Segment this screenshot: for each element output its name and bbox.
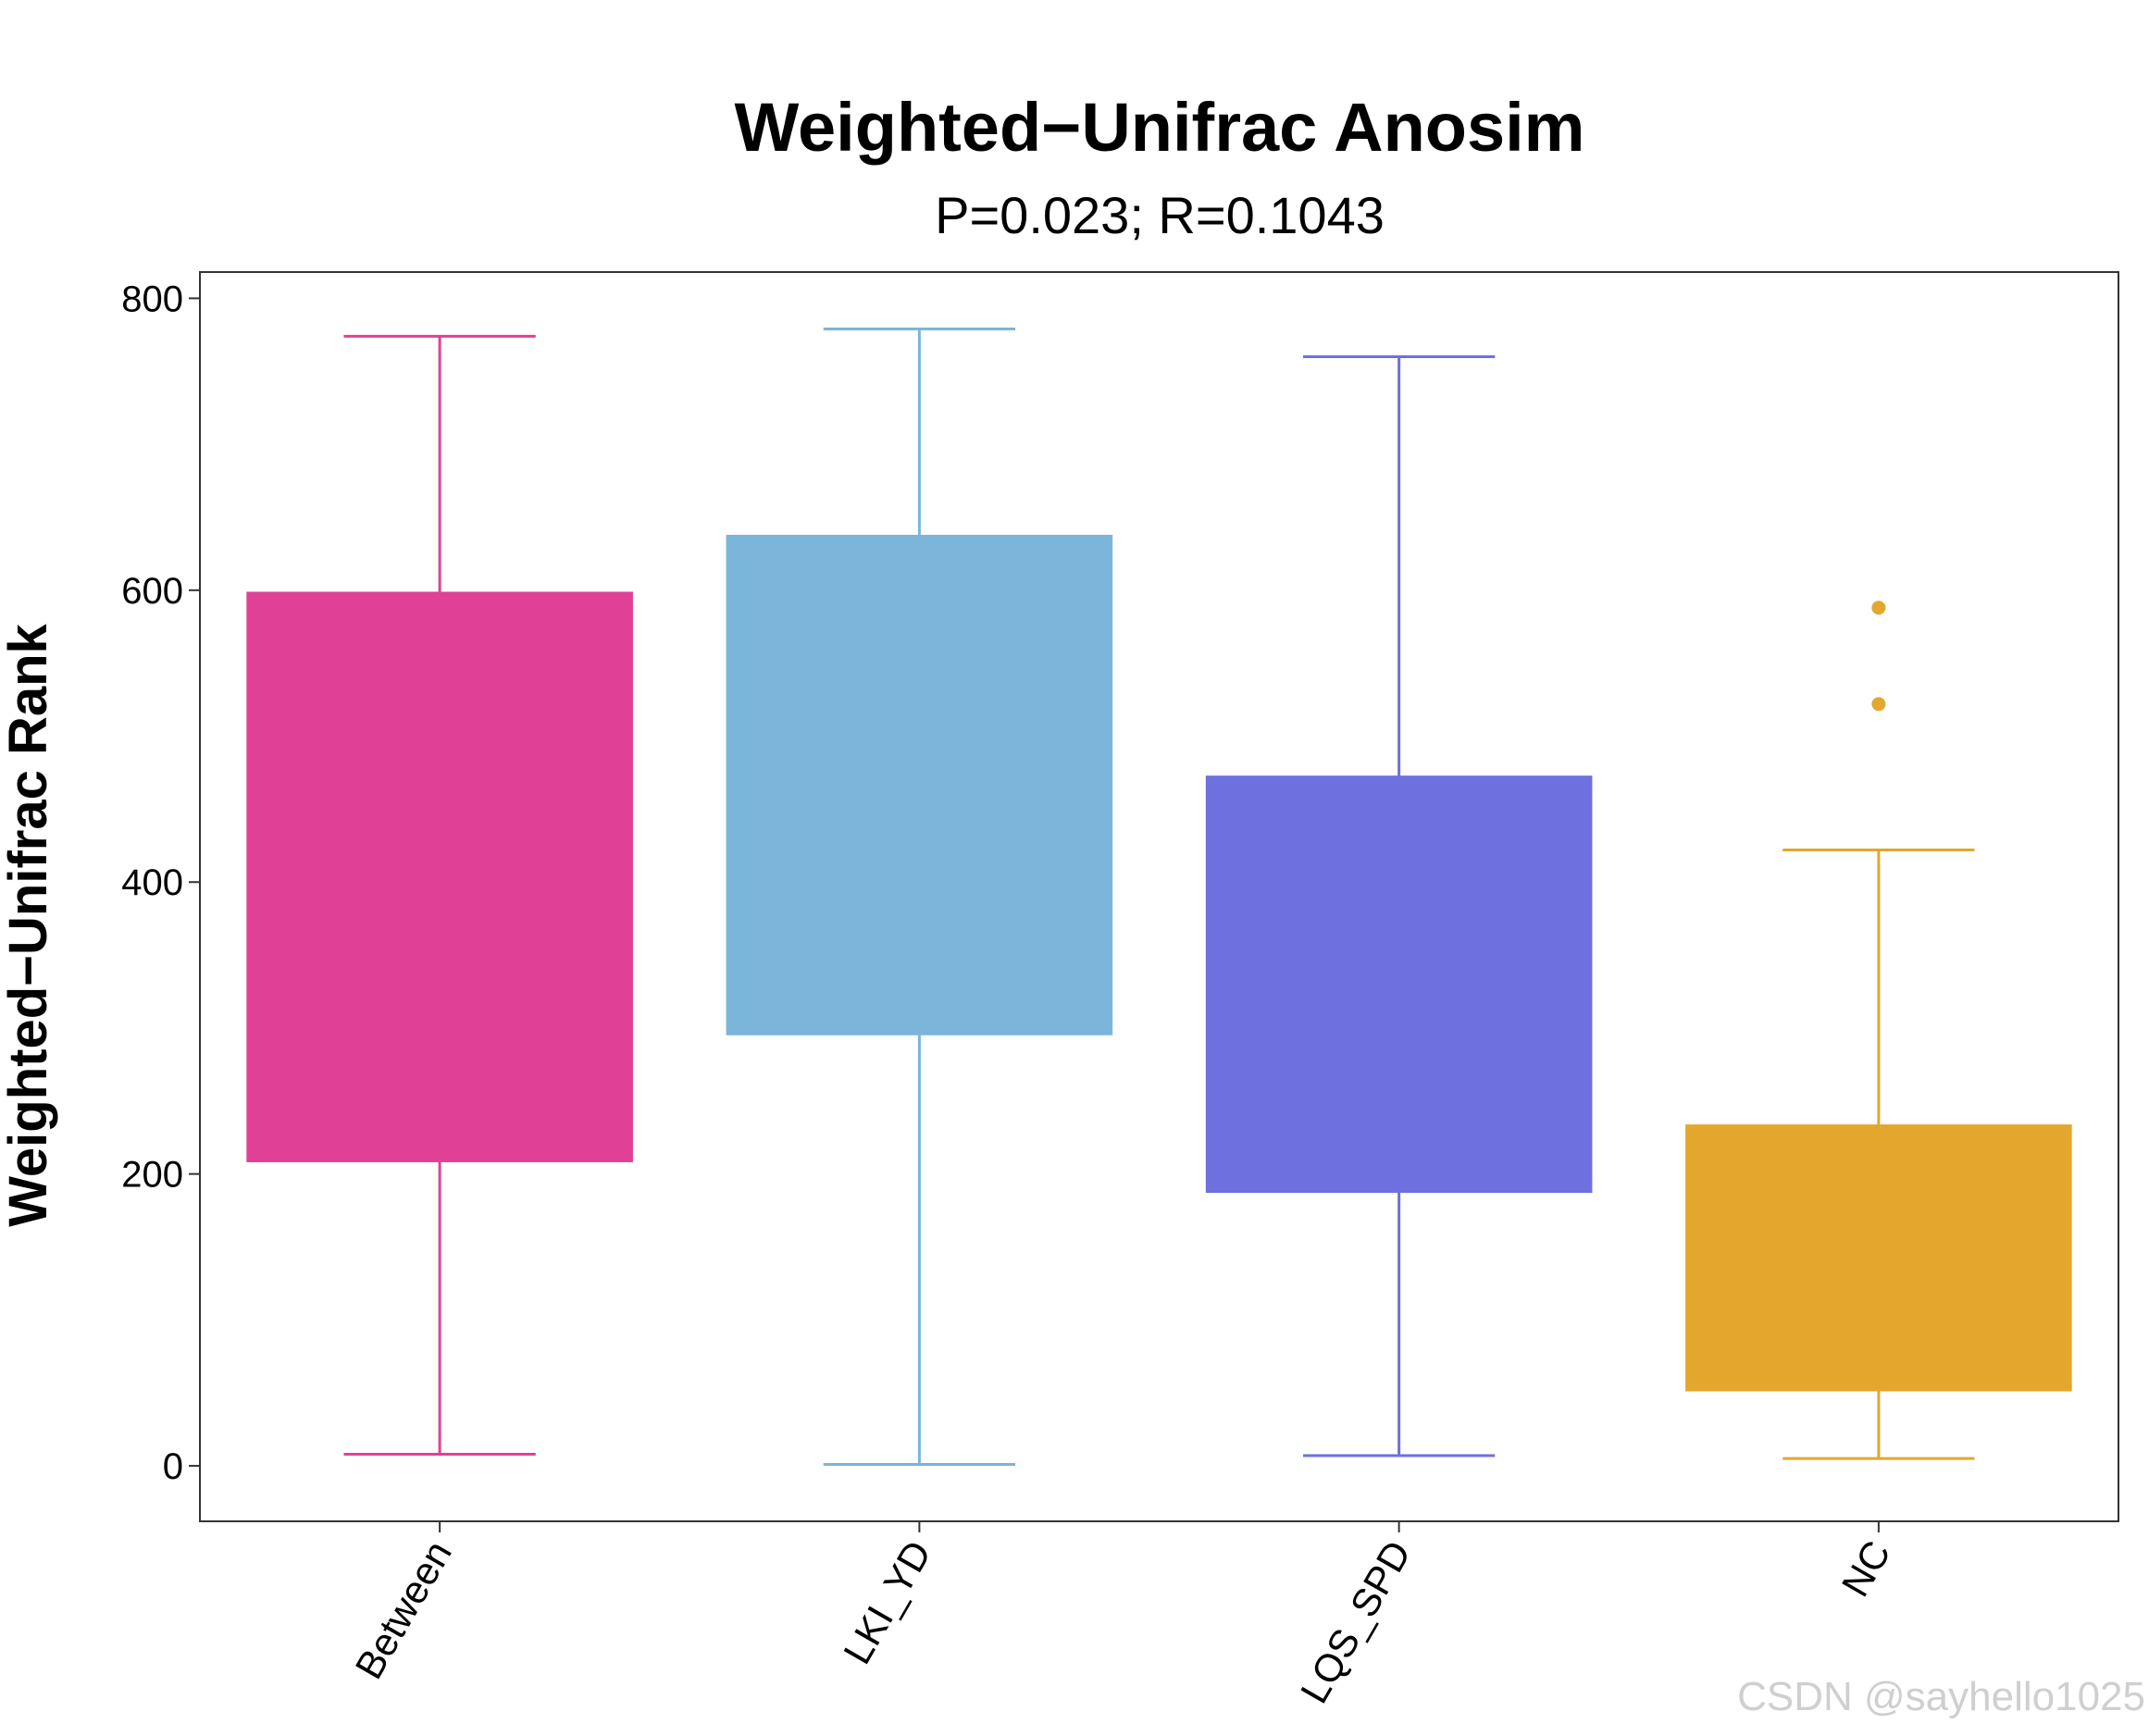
box-series — [246, 328, 2072, 1466]
box-lki-yd — [726, 328, 1113, 1466]
box-between — [246, 334, 633, 1456]
outlier-point — [1871, 697, 1886, 712]
y-tick-label: 200 — [121, 1155, 183, 1196]
box-body — [246, 591, 633, 1162]
x-axis: Between LKI_YD LQS_SPD NC — [346, 1521, 1899, 1710]
x-tick-label: Between — [346, 1533, 459, 1686]
x-tick-label: LKI_YD — [835, 1533, 939, 1671]
y-axis-label: Weighted−Unifrac Rank — [0, 623, 58, 1226]
x-tick-label: LQS_SPD — [1292, 1533, 1420, 1710]
x-tick-label: NC — [1833, 1533, 1899, 1604]
y-tick-label: 600 — [121, 571, 183, 612]
box-nc — [1685, 601, 2072, 1460]
y-tick-label: 0 — [163, 1446, 183, 1487]
y-tick-label: 400 — [121, 862, 183, 903]
watermark-text: CSDN @sayhello1025 — [1737, 1674, 2145, 1719]
plot-panel-border — [199, 271, 2119, 1522]
box-body — [1205, 775, 1593, 1194]
chart-title: Weighted−Unifrac Anosim — [735, 89, 1585, 166]
box-lqs-spd — [1205, 354, 1593, 1457]
box-body — [1685, 1124, 2072, 1392]
y-axis: 0 200 400 600 800 — [121, 279, 200, 1487]
y-tick-label: 800 — [121, 279, 183, 319]
chart-subtitle: P=0.023; R=0.1043 — [935, 186, 1385, 244]
outlier-point — [1871, 601, 1886, 615]
box-body — [726, 534, 1113, 1035]
